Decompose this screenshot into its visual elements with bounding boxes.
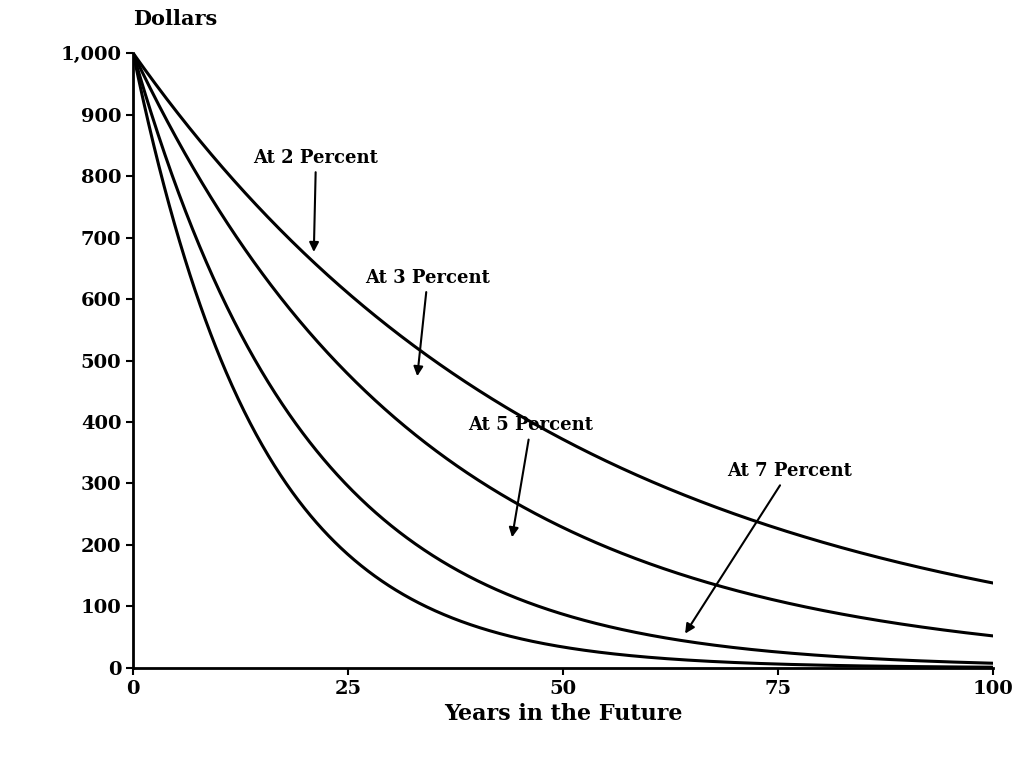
X-axis label: Years in the Future: Years in the Future xyxy=(444,704,682,726)
Text: At 2 Percent: At 2 Percent xyxy=(254,149,379,250)
Text: At 3 Percent: At 3 Percent xyxy=(366,269,490,374)
Text: At 5 Percent: At 5 Percent xyxy=(469,416,594,535)
Text: At 7 Percent: At 7 Percent xyxy=(686,462,852,631)
Text: Dollars: Dollars xyxy=(133,8,217,29)
